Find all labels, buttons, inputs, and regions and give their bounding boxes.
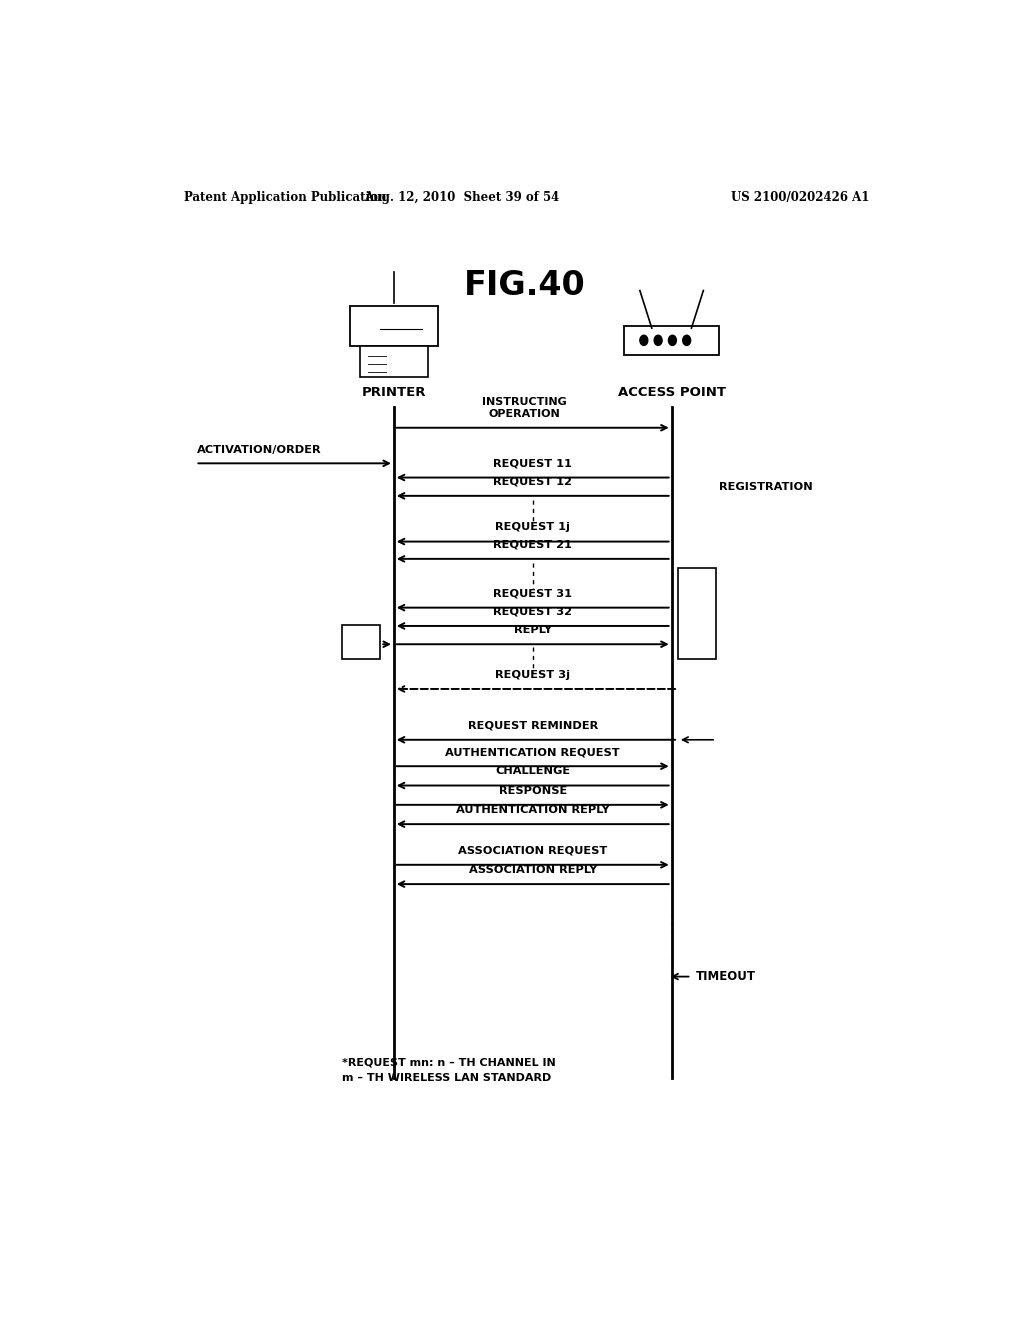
Text: REGISTRATION: REGISTRATION <box>719 482 813 491</box>
Text: ACCESS POINT: ACCESS POINT <box>617 385 726 399</box>
Text: FIG.40: FIG.40 <box>464 269 586 302</box>
Text: REQUEST 32: REQUEST 32 <box>494 607 572 616</box>
FancyBboxPatch shape <box>342 624 380 660</box>
Text: ASSOCIATION REQUEST: ASSOCIATION REQUEST <box>458 846 607 855</box>
Text: REQUEST 1j: REQUEST 1j <box>496 523 570 532</box>
FancyBboxPatch shape <box>350 306 437 346</box>
FancyBboxPatch shape <box>359 346 428 378</box>
Text: RESPONSE: RESPONSE <box>499 785 567 796</box>
Text: REQUEST 12: REQUEST 12 <box>494 477 572 487</box>
Text: AUTHENTICATION REQUEST: AUTHENTICATION REQUEST <box>445 747 621 758</box>
Circle shape <box>654 335 663 346</box>
Text: Patent Application Publication: Patent Application Publication <box>183 190 386 203</box>
FancyBboxPatch shape <box>678 568 716 660</box>
Text: *REQUEST mn: n – TH CHANNEL IN: *REQUEST mn: n – TH CHANNEL IN <box>342 1057 556 1068</box>
Text: INSTRUCTING
OPERATION: INSTRUCTING OPERATION <box>482 397 567 418</box>
Text: US 2100/0202426 A1: US 2100/0202426 A1 <box>731 190 869 203</box>
Circle shape <box>640 335 648 346</box>
Text: REQUEST REMINDER: REQUEST REMINDER <box>468 721 598 731</box>
Text: REQUEST 31: REQUEST 31 <box>494 589 572 598</box>
Text: m – TH WIRELESS LAN STANDARD: m – TH WIRELESS LAN STANDARD <box>342 1073 552 1084</box>
Text: TIMEOUT: TIMEOUT <box>695 970 756 983</box>
Text: AUTHENTICATION REPLY: AUTHENTICATION REPLY <box>456 805 609 814</box>
Text: REPLY: REPLY <box>514 626 552 635</box>
Text: ACTIVATION/ORDER: ACTIVATION/ORDER <box>197 445 322 455</box>
Text: Aug. 12, 2010  Sheet 39 of 54: Aug. 12, 2010 Sheet 39 of 54 <box>364 190 559 203</box>
FancyBboxPatch shape <box>624 326 719 355</box>
Text: REQUEST 21: REQUEST 21 <box>494 540 572 549</box>
Text: REQUEST 3j: REQUEST 3j <box>496 669 570 680</box>
Text: REQUEST 11: REQUEST 11 <box>494 458 572 469</box>
Circle shape <box>683 335 690 346</box>
Text: PRINTER: PRINTER <box>361 385 426 399</box>
Text: CHALLENGE: CHALLENGE <box>496 767 570 776</box>
Text: ASSOCIATION REPLY: ASSOCIATION REPLY <box>469 865 597 875</box>
Circle shape <box>669 335 677 346</box>
